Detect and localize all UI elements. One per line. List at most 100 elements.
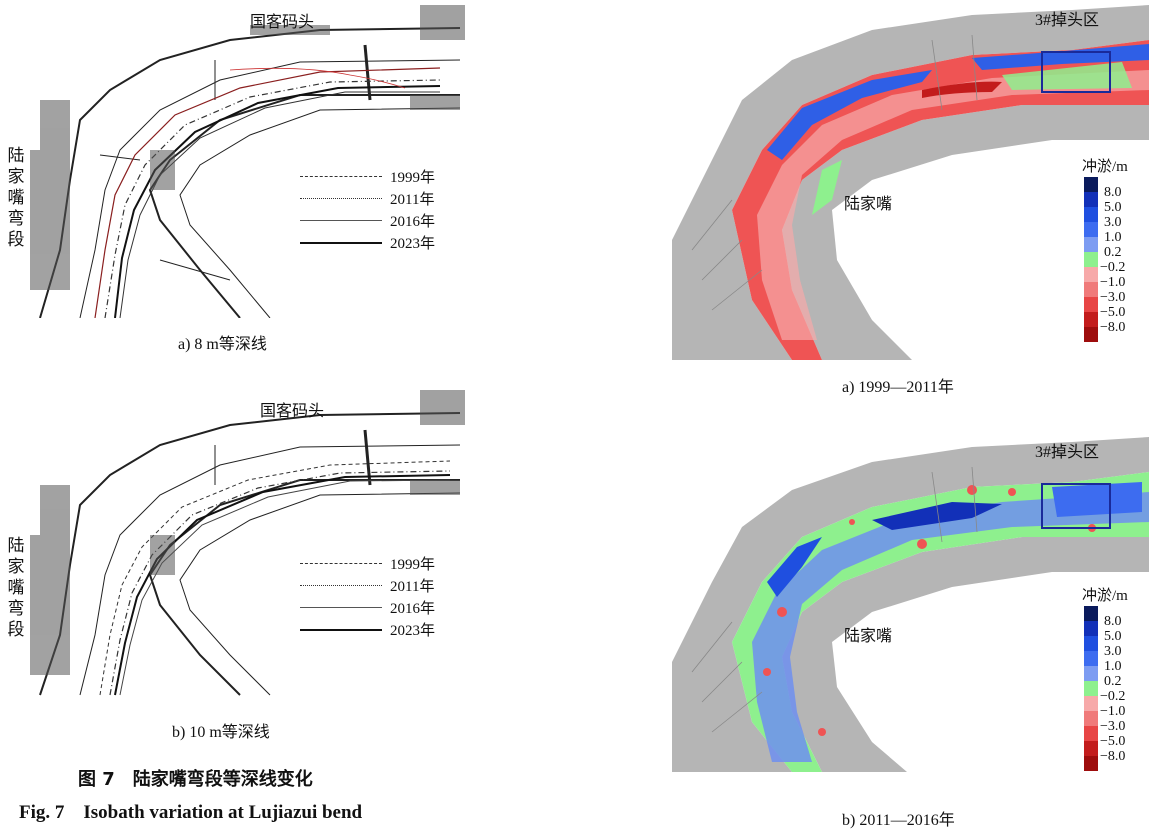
vchar: 弯 [7,209,25,228]
colorbar-tick: −1.0 [1100,275,1126,290]
colorbar-tick: 8.0 [1104,185,1122,200]
legend-label: 1999年 [390,557,436,573]
legend-2016: 2016年 [300,210,435,231]
turning-area-box [1041,483,1111,529]
legend-1999: 1999年 [300,553,435,574]
legend-line-thin [300,607,382,608]
colorbar-1999-2011: 冲淤/m 8.0 5.0 3.0 1.0 0.2 −0.2 −1.0 −3.0 … [1082,155,1149,355]
place-lujiazui: 陆家嘴 [844,196,893,213]
place-lujiazui-bend-vertical: 陆 家 嘴 弯 段 [6,535,26,640]
colorbar-tick: −3.0 [1100,290,1126,305]
legend-label: 1999年 [390,170,436,186]
colorbar-tick: −3.0 [1100,719,1126,734]
colorbar-tick: −1.0 [1100,704,1126,719]
swatch [1084,666,1098,681]
legend-line-thin [300,220,382,221]
legend-label: 2016年 [390,214,436,230]
colorbar-tick: 3.0 [1104,644,1122,659]
swatch [1084,282,1098,297]
colorbar-tick: 1.0 [1104,659,1122,674]
legend-line-dashdot [300,198,382,199]
swatch [1084,621,1098,636]
colorbar-tick: −8.0 [1100,749,1126,764]
place-lujiazui-bend-vertical: 陆 家 嘴 弯 段 [6,145,26,250]
erosion-map-1999-2011-graphic [672,5,1149,360]
colorbar-tick: 0.2 [1104,674,1122,689]
legend-line-thick [300,628,382,631]
swatch [1084,636,1098,651]
swatch [1084,681,1098,696]
legend-line-dashdot [300,585,382,586]
legend-2023: 2023年 [300,619,435,640]
swatch [1084,267,1098,282]
vchar: 弯 [7,599,25,618]
legend-label: 2011年 [390,192,435,208]
colorbar-tick: 5.0 [1104,629,1122,644]
swatch [1084,606,1098,621]
vchar: 陆 [7,536,25,555]
vchar: 段 [7,620,25,639]
swatch [1084,651,1098,666]
legend-2011: 2011年 [300,188,434,209]
isobath-map-10m-graphic [30,390,465,696]
colorbar-title: 冲淤/m [1082,159,1128,175]
isobath-map-8m-graphic [30,5,465,318]
swatch [1084,207,1098,222]
turning-area-box [1041,51,1111,93]
colorbar-tick: 8.0 [1104,614,1122,629]
figure-title-cn: 图 7 陆家嘴弯段等深线变化 [78,769,313,790]
legend-label: 2023年 [390,236,436,252]
swatch [1084,696,1098,711]
swatch [1084,222,1098,237]
vchar: 家 [7,167,25,186]
swatch [1084,237,1098,252]
figure-title-en: Fig. 7 Isobath variation at Lujiazui ben… [19,802,363,823]
vchar: 嘴 [7,578,25,597]
place-guoke-terminal: 国客码头 [260,403,325,420]
swatch [1084,297,1098,312]
colorbar-tick: 1.0 [1104,230,1122,245]
legend-1999: 1999年 [300,166,435,187]
legend-label: 2011年 [390,579,435,595]
swatch [1084,252,1098,267]
swatch [1084,327,1098,342]
colorbar-swatches [1084,606,1098,771]
isobath-map-10m: 国客码头 陆 家 嘴 弯 段 1999年 2011年 2016年 2023年 [0,385,470,703]
colorbar-tick: 3.0 [1104,215,1122,230]
colorbar-tick: −5.0 [1100,734,1126,749]
vchar: 段 [7,230,25,249]
isobath-map-8m: 国客码头 陆 家 嘴 弯 段 1999年 2011年 2016年 2023年 [0,0,470,318]
vchar: 家 [7,557,25,576]
place-3-turning-area: 3#掉头区 [1035,12,1100,29]
colorbar-swatches [1084,177,1098,342]
legend-2011: 2011年 [300,575,434,596]
vchar: 陆 [7,146,25,165]
erosion-map-2011-2016-graphic [672,437,1149,772]
colorbar-tick: 0.2 [1104,245,1122,260]
colorbar-tick: −8.0 [1100,320,1126,335]
caption-10m: b) 10 m等深线 [172,724,270,741]
legend-line-dashed [300,563,382,564]
legend-label: 2016年 [390,601,436,617]
colorbar-2011-2016: 冲淤/m 8.0 5.0 3.0 1.0 0.2 −0.2 −1.0 −3.0 … [1082,584,1149,774]
caption-8m: a) 8 m等深线 [178,336,267,353]
erosion-map-2011-2016: 3#掉头区 陆家嘴 冲淤/m 8.0 5.0 3.0 1.0 0.2 −0.2 … [672,432,1149,772]
colorbar-tick: −0.2 [1100,689,1126,704]
legend-label: 2023年 [390,623,436,639]
caption-1999-2011: a) 1999—2011年 [842,379,954,396]
erosion-map-1999-2011: 3#掉头区 陆家嘴 冲淤/m 8.0 5.0 3.0 1.0 0.2 −0.2 … [672,0,1149,360]
swatch [1084,192,1098,207]
swatch [1084,741,1098,756]
vchar: 嘴 [7,188,25,207]
swatch [1084,726,1098,741]
legend-2016: 2016年 [300,597,435,618]
legend-line-dashed [300,176,382,177]
place-guoke-terminal: 国客码头 [250,14,315,31]
swatch [1084,756,1098,771]
colorbar-tick: −5.0 [1100,305,1126,320]
colorbar-tick: −0.2 [1100,260,1126,275]
swatch [1084,177,1098,192]
legend-line-thick [300,241,382,244]
caption-2011-2016: b) 2011—2016年 [842,812,955,829]
legend-2023: 2023年 [300,232,435,253]
